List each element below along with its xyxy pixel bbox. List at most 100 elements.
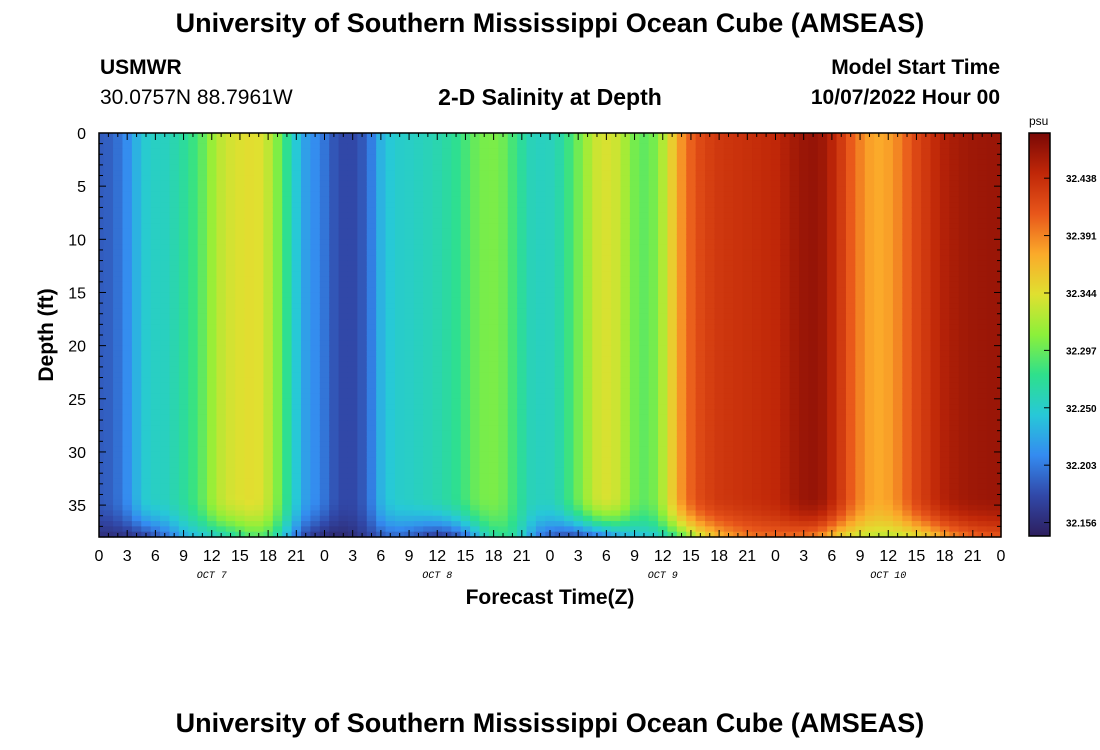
heatmap-cell — [338, 324, 349, 331]
heatmap-cell — [667, 335, 678, 341]
heatmap-cell — [545, 303, 556, 310]
heatmap-cell — [150, 350, 161, 357]
heatmap-cell — [207, 313, 218, 320]
heatmap-cell — [178, 483, 189, 490]
heatmap-cell — [131, 356, 142, 363]
heatmap-cell — [498, 308, 509, 315]
heatmap-cell — [347, 276, 358, 283]
heatmap-cell — [470, 526, 481, 533]
heatmap-cell — [357, 260, 368, 267]
heatmap-cell — [705, 335, 716, 341]
heatmap-cell — [592, 212, 603, 219]
heatmap-cell — [113, 335, 124, 341]
heatmap-cell — [526, 255, 537, 262]
heatmap-cell — [347, 191, 358, 198]
heatmap-cell — [216, 388, 227, 395]
heatmap-cell — [573, 265, 584, 272]
heatmap-cell — [413, 324, 424, 331]
heatmap-cell — [178, 218, 189, 224]
heatmap-cell — [329, 191, 340, 198]
heatmap-cell — [639, 372, 650, 379]
heatmap-cell — [366, 356, 377, 363]
heatmap-cell — [517, 196, 528, 203]
heatmap-cell — [160, 489, 171, 496]
heatmap-cell — [582, 372, 593, 379]
heatmap-cell — [291, 276, 302, 283]
heatmap-cell — [385, 292, 396, 299]
heatmap-cell — [150, 202, 161, 209]
heatmap-cell — [648, 505, 659, 512]
heatmap-cell — [460, 457, 471, 464]
heatmap-cell — [329, 345, 340, 352]
heatmap-cell — [554, 377, 565, 384]
heatmap-cell — [629, 319, 640, 325]
heatmap-cell — [611, 164, 622, 171]
heatmap-cell — [488, 138, 499, 145]
heatmap-cell — [620, 473, 631, 480]
heatmap-cell — [188, 382, 199, 389]
heatmap-cell — [244, 483, 255, 490]
heatmap-cell — [319, 526, 330, 533]
heatmap-cell — [564, 281, 575, 288]
heatmap-cell — [178, 505, 189, 512]
heatmap-cell — [207, 297, 218, 304]
heatmap-cell — [301, 335, 312, 341]
heatmap-cell — [460, 521, 471, 527]
heatmap-cell — [272, 244, 283, 251]
heatmap-cell — [507, 313, 518, 320]
heatmap-cell — [451, 441, 462, 448]
heatmap-cell — [404, 170, 415, 177]
heatmap-cell — [141, 191, 152, 198]
heatmap-cell — [272, 207, 283, 214]
heatmap-cell — [658, 345, 669, 352]
heatmap-cell — [254, 409, 265, 416]
heatmap-cell — [507, 287, 518, 294]
heatmap-cell — [639, 345, 650, 352]
heatmap-cell — [573, 436, 584, 442]
heatmap-cell — [498, 175, 509, 182]
heatmap-cell — [99, 404, 105, 411]
heatmap-cell — [197, 393, 208, 400]
heatmap-cell — [188, 207, 199, 214]
heatmap-cell — [178, 414, 189, 421]
heatmap-cell — [225, 234, 236, 240]
heatmap-cell — [103, 159, 114, 166]
heatmap-cell — [658, 276, 669, 283]
heatmap-cell — [639, 382, 650, 389]
heatmap-cell — [160, 350, 171, 357]
heatmap-cell — [131, 398, 142, 405]
heatmap-cell — [639, 335, 650, 341]
heatmap-cell — [376, 515, 387, 522]
heatmap-cell — [432, 356, 443, 363]
heatmap-cell — [113, 436, 124, 442]
heatmap-cell — [99, 133, 105, 139]
heatmap-cell — [545, 467, 556, 474]
heatmap-cell — [376, 271, 387, 278]
heatmap-cell — [554, 276, 565, 283]
heatmap-cell — [141, 430, 152, 437]
heatmap-cell — [310, 388, 321, 395]
heatmap-cell — [611, 260, 622, 267]
heatmap-cell — [554, 292, 565, 299]
heatmap-cell — [470, 186, 481, 193]
heatmap-cell — [404, 148, 415, 155]
heatmap-cell — [282, 521, 293, 527]
heatmap-cell — [611, 414, 622, 421]
heatmap-cell — [310, 249, 321, 256]
heatmap-cell — [301, 239, 312, 246]
heatmap-cell — [160, 148, 171, 155]
heatmap-cell — [676, 521, 687, 527]
heatmap-cell — [554, 180, 565, 187]
heatmap-cell — [423, 494, 434, 501]
heatmap-cell — [648, 515, 659, 522]
heatmap-cell — [507, 138, 518, 145]
heatmap-cell — [432, 425, 443, 432]
heatmap-cell — [282, 186, 293, 193]
heatmap-cell — [667, 148, 678, 155]
heatmap-cell — [207, 244, 218, 251]
heatmap-cell — [507, 281, 518, 288]
heatmap-cell — [207, 218, 218, 224]
heatmap-cell — [235, 526, 246, 533]
heatmap-cell — [517, 271, 528, 278]
heatmap-cell — [658, 287, 669, 294]
